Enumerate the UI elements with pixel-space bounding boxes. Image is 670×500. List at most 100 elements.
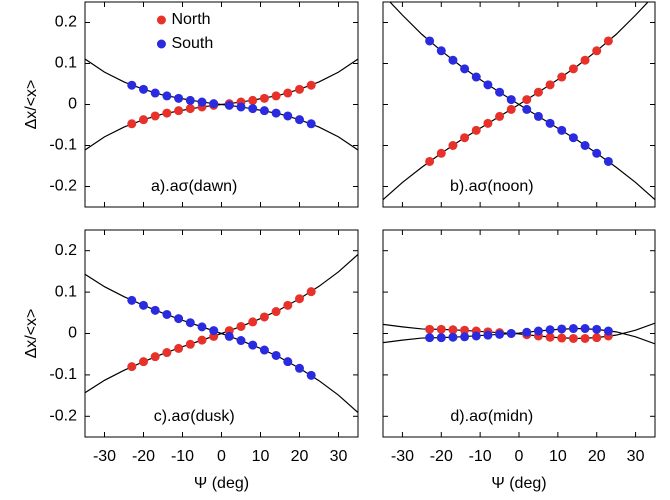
data-point xyxy=(185,95,195,105)
x-tick-label: -10 xyxy=(171,448,194,465)
data-point xyxy=(259,312,269,322)
data-point xyxy=(533,87,543,97)
plot-area xyxy=(383,2,655,201)
data-point xyxy=(197,335,207,345)
data-point xyxy=(306,287,316,297)
data-point xyxy=(425,333,435,343)
data-point xyxy=(436,148,446,158)
data-point xyxy=(271,108,281,118)
data-point xyxy=(495,87,505,97)
data-point xyxy=(460,133,470,143)
data-point xyxy=(236,336,246,346)
fit-curve xyxy=(85,273,358,414)
y-axis-label: Δx/<x> xyxy=(23,80,40,130)
legend-marker xyxy=(156,15,166,25)
panel: -0.2 -0.1 0 0.1 0.2 -30 -20 -10 0 10 20 30 c).aσ(dus… xyxy=(23,229,359,492)
data-point xyxy=(259,93,269,103)
data-point xyxy=(545,118,555,128)
panel-label: b).aσ(noon) xyxy=(450,178,534,195)
data-point xyxy=(209,326,219,336)
data-point xyxy=(162,348,172,358)
data-point xyxy=(592,148,602,158)
data-point xyxy=(522,95,532,105)
data-point xyxy=(506,95,516,105)
data-point xyxy=(603,156,613,166)
data-point xyxy=(506,329,516,338)
data-point xyxy=(224,331,234,341)
x-tick-label: 20 xyxy=(588,448,606,465)
panel: b).aσ(noon) xyxy=(382,1,656,208)
x-tick-label: 0 xyxy=(217,448,226,465)
data-point xyxy=(425,156,435,166)
x-tick-label: 30 xyxy=(330,448,348,465)
data-point xyxy=(127,362,137,372)
y-tick-label: 0.2 xyxy=(55,242,77,259)
data-point xyxy=(197,322,207,332)
y-tick-label: 0.1 xyxy=(55,283,77,300)
data-point xyxy=(448,55,458,65)
data-point xyxy=(295,294,304,304)
data-point xyxy=(248,104,258,114)
data-point xyxy=(185,104,195,114)
data-point xyxy=(139,357,148,367)
data-point xyxy=(580,324,590,334)
data-point xyxy=(174,343,184,353)
data-point xyxy=(248,95,258,105)
fit-curve xyxy=(85,253,358,394)
data-point xyxy=(471,72,481,82)
data-point xyxy=(150,111,160,121)
legend-label: North xyxy=(171,11,210,28)
x-tick-label: 10 xyxy=(252,448,270,465)
data-point xyxy=(236,321,246,331)
legend: North South xyxy=(156,11,213,52)
data-point xyxy=(436,333,446,343)
data-point xyxy=(460,64,470,74)
panel-label: d).aσ(midn) xyxy=(450,408,533,425)
panel: -0.2 -0.1 0 0.1 0.2 a).aσ(dawn) Δx/<x> North Sou… xyxy=(23,1,359,208)
data-point xyxy=(283,88,293,98)
x-tick-label: -20 xyxy=(430,448,453,465)
data-point xyxy=(471,331,481,341)
data-point xyxy=(174,314,184,324)
plot-frame xyxy=(382,1,656,208)
plot-area xyxy=(383,322,655,345)
data-point xyxy=(162,91,172,101)
data-point xyxy=(162,108,172,118)
data-point xyxy=(545,332,555,342)
data-point xyxy=(127,80,137,90)
fit-curve xyxy=(383,2,649,201)
data-point xyxy=(139,300,148,310)
data-point xyxy=(592,46,602,56)
data-point xyxy=(522,327,532,337)
y-tick-label: 0.1 xyxy=(55,55,77,72)
y-tick-label: -0.2 xyxy=(49,178,77,195)
data-point xyxy=(259,345,269,355)
data-point xyxy=(603,36,613,46)
panel-label: c).aσ(dusk) xyxy=(154,408,235,425)
x-tick-label: 10 xyxy=(549,448,567,465)
data-point xyxy=(495,111,505,121)
data-point xyxy=(425,324,435,334)
y-tick-label: 0 xyxy=(68,96,77,113)
data-point xyxy=(197,97,207,107)
data-point xyxy=(557,125,567,135)
data-point xyxy=(483,330,493,340)
data-point xyxy=(522,104,532,114)
data-point xyxy=(580,333,590,343)
data-point xyxy=(185,318,195,328)
data-point xyxy=(295,84,304,94)
x-tick-label: 0 xyxy=(515,448,524,465)
panel: -30 -20 -10 0 10 20 30 d).aσ(midn) Ψ (deg) xyxy=(382,229,656,492)
data-point xyxy=(174,93,184,103)
data-point xyxy=(506,104,516,114)
data-point xyxy=(185,339,195,349)
data-point xyxy=(283,300,293,310)
data-point xyxy=(448,325,458,335)
data-point xyxy=(259,106,269,116)
data-point xyxy=(568,333,578,343)
data-point xyxy=(271,307,281,317)
data-point xyxy=(236,102,246,112)
fit-curve xyxy=(383,327,655,345)
